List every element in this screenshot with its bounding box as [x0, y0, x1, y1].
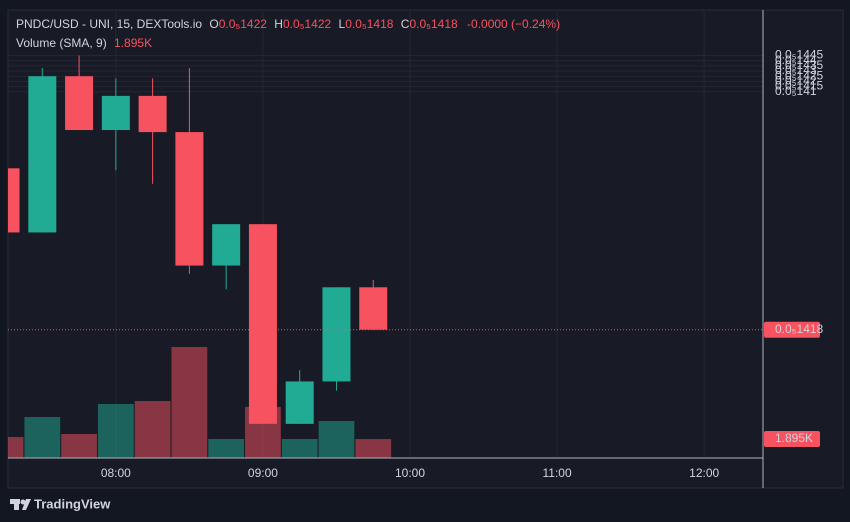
y-tick-label: 0.0₅1415 [775, 79, 824, 93]
candle-body [359, 287, 388, 330]
volume-name: Volume (SMA, 9) [16, 36, 107, 50]
legend-change: -0.0000 (−0.24%) [467, 17, 560, 31]
y-tick-label: 0.0₅144 [775, 53, 817, 67]
last-volume-label: 1.895K [775, 431, 813, 445]
x-tick-label: 08:00 [101, 466, 131, 480]
brand-logo [10, 499, 31, 510]
volume-bar [61, 434, 97, 458]
y-tick-label: 0.0₅1425 [775, 68, 824, 82]
legend-value: 0.0₅1418 [345, 17, 394, 31]
volume-bar [208, 439, 245, 458]
candle-body [28, 76, 57, 233]
x-tick-label: 09:00 [248, 466, 278, 480]
x-tick-label: 10:00 [395, 466, 425, 480]
y-tick-label: 0.0₅143 [775, 63, 817, 77]
x-tick-label: 12:00 [689, 466, 719, 480]
grid [8, 10, 763, 458]
x-tick-label: 11:00 [543, 466, 572, 480]
plot [8, 55, 763, 458]
legend-key: C [401, 17, 410, 31]
volume-bar [134, 401, 171, 458]
candle-body [138, 95, 167, 133]
candle-body [101, 95, 130, 131]
volume-bar [281, 439, 318, 458]
y-tick-label: 0.0₅141 [775, 84, 817, 98]
volume-bar [8, 437, 24, 458]
volume-legend: Volume (SMA, 9) 1.895K [16, 36, 152, 50]
candle-body [175, 132, 204, 266]
last-volume-badge [764, 431, 820, 448]
legend-value: 0.0₅1422 [219, 17, 268, 31]
legend-key: O [209, 17, 218, 31]
volume-bar [24, 417, 61, 458]
y-tick-label: 0.0₅142 [775, 74, 817, 88]
symbol: PNDC/USD - UNI, 15, DEXTools.io [16, 17, 202, 31]
legend-key: L [339, 17, 346, 31]
volume-value: 1.895K [114, 36, 152, 50]
axes: 0.0₅1410.0₅14150.0₅1420.0₅14250.0₅1430.0… [101, 48, 824, 480]
volume-bar [171, 347, 208, 458]
candle-body [248, 224, 277, 424]
brand: TradingView [34, 496, 111, 511]
volume-bar [355, 439, 392, 458]
candle-body [285, 381, 314, 424]
last-price-badge [764, 321, 820, 338]
last-price-label: 0.0₅1418 [775, 322, 824, 336]
volume-bar [97, 404, 134, 458]
y-tick-label: 0.0₅1435 [775, 58, 824, 72]
volume-bar [318, 421, 355, 458]
legend-key: H [274, 17, 283, 31]
legend-value: 0.0₅1422 [283, 17, 332, 31]
y-tick-label: 0.0₅1445 [775, 48, 824, 62]
candle-body [322, 287, 351, 382]
candle-body [212, 224, 241, 266]
legend: PNDC/USD - UNI, 15, DEXTools.io O0.0₅142… [16, 17, 560, 31]
candle-body [8, 168, 20, 233]
candle-body [65, 76, 94, 131]
legend-value: 0.0₅1418 [409, 17, 458, 31]
